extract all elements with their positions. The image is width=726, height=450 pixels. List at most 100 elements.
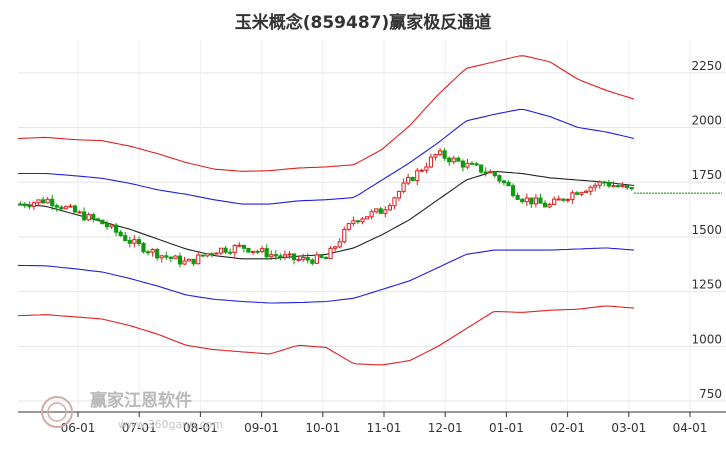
candle	[205, 253, 210, 258]
candle-body	[561, 198, 566, 201]
candle-body	[269, 254, 274, 258]
candle	[579, 191, 584, 196]
candle-body	[155, 248, 160, 259]
grid	[18, 40, 726, 412]
candle-body	[533, 197, 538, 205]
candle	[533, 193, 538, 208]
candle-body	[629, 187, 634, 190]
candle	[488, 169, 493, 174]
candle	[273, 249, 278, 261]
candle-body	[542, 202, 548, 208]
candle	[401, 178, 406, 194]
candle	[22, 202, 27, 209]
candle-body	[428, 156, 434, 168]
candle-body	[132, 239, 137, 244]
candle	[68, 203, 73, 208]
candle-body	[127, 240, 132, 244]
candle-body	[474, 163, 479, 166]
candle-body	[602, 181, 607, 184]
candle	[164, 251, 169, 260]
candle	[191, 258, 196, 267]
candle	[250, 250, 256, 255]
candle	[456, 156, 461, 162]
candle-body	[168, 256, 173, 259]
candle	[159, 255, 164, 263]
candle-body	[45, 198, 50, 204]
candle	[552, 196, 557, 206]
candle	[520, 197, 525, 204]
candle	[337, 238, 342, 249]
candle-body	[552, 198, 557, 205]
candle	[36, 199, 41, 206]
candle	[45, 196, 50, 204]
candle-body	[497, 175, 502, 182]
x-tick-label: 06-01	[61, 421, 96, 435]
candle-body	[228, 251, 233, 254]
candle	[615, 183, 621, 188]
candle	[410, 176, 415, 182]
candle-body	[401, 182, 406, 193]
candle-body	[291, 253, 297, 261]
candle-body	[264, 248, 269, 258]
candle-body	[310, 259, 315, 264]
candle	[72, 204, 78, 213]
candle-body	[483, 171, 488, 174]
candle-body	[232, 245, 237, 254]
candle-body	[159, 255, 164, 259]
candle	[510, 183, 516, 198]
candle	[278, 253, 283, 261]
candle-body	[360, 218, 365, 223]
x-axis: 06-01 07-01 08-01 09-01 10-01 11-01 12-01 01-01…	[18, 411, 726, 435]
candle	[155, 247, 160, 261]
candle	[364, 216, 370, 220]
y-tick-label: 2250	[691, 59, 722, 73]
candle	[547, 202, 552, 209]
candle-body	[593, 184, 598, 188]
y-tick-label: 2000	[691, 114, 722, 128]
candle-body	[282, 254, 288, 258]
candle-body	[355, 220, 361, 223]
candle	[424, 162, 429, 174]
candle	[428, 153, 434, 169]
candle	[406, 173, 411, 186]
candle	[415, 167, 420, 186]
candle	[342, 226, 347, 244]
candle-body	[177, 255, 183, 265]
candle-body	[378, 208, 383, 214]
candle-body	[182, 260, 187, 265]
candle-body	[68, 205, 73, 208]
candle-body	[22, 203, 27, 207]
candle	[291, 253, 297, 265]
candle	[200, 254, 205, 258]
candle	[515, 192, 520, 200]
candle-body	[63, 206, 69, 210]
x-tick-label: 01-01	[489, 421, 524, 435]
candle-body	[86, 214, 91, 221]
candle-body	[50, 198, 55, 207]
candle-body	[342, 228, 347, 243]
candle	[374, 208, 379, 214]
candle-body	[95, 218, 100, 221]
candle-body	[323, 256, 329, 260]
candle	[310, 258, 315, 266]
watermark-logo-icon	[41, 396, 73, 428]
candle	[419, 168, 424, 173]
x-tick-label: 07-01	[122, 421, 157, 435]
candle	[396, 190, 402, 201]
candle-body	[410, 177, 415, 182]
candle-body	[123, 235, 128, 242]
candle	[497, 174, 502, 184]
candle-body	[200, 254, 205, 257]
candle	[606, 179, 612, 189]
band-line-inner-upper	[18, 108, 635, 205]
candle-body	[187, 258, 192, 262]
candle	[214, 252, 219, 255]
candle-body	[597, 181, 602, 186]
x-tick-label: 04-01	[673, 421, 708, 435]
candle-body	[488, 171, 493, 174]
candle-body	[625, 185, 630, 189]
candle	[483, 167, 488, 177]
candle	[378, 206, 383, 214]
candle-body	[510, 185, 516, 196]
